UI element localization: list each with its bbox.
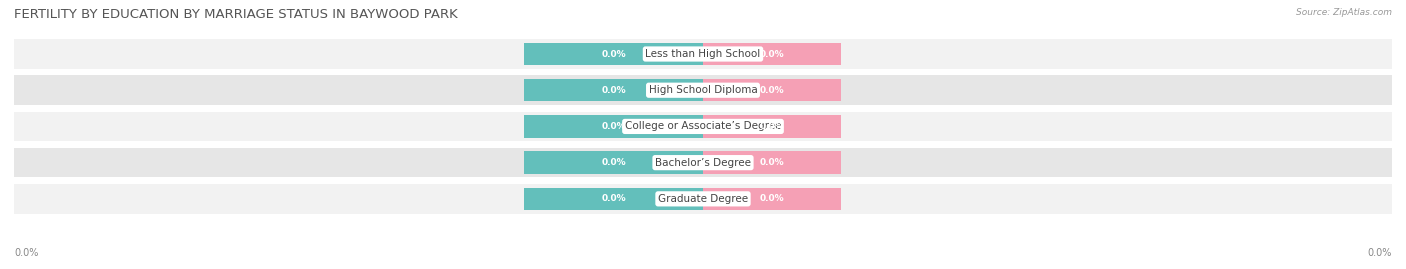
Bar <box>703 43 841 65</box>
Bar <box>524 188 703 210</box>
Text: 0.0%: 0.0% <box>759 158 785 167</box>
Bar <box>524 79 703 101</box>
Text: 0.0%: 0.0% <box>602 86 626 95</box>
Text: 0.0%: 0.0% <box>759 49 785 58</box>
Text: Less than High School: Less than High School <box>645 49 761 59</box>
Bar <box>14 148 1392 178</box>
Text: 0.0%: 0.0% <box>602 49 626 58</box>
Bar <box>524 151 703 174</box>
Bar <box>703 151 841 174</box>
Text: Graduate Degree: Graduate Degree <box>658 194 748 204</box>
Bar <box>14 184 1392 214</box>
Text: 0.0%: 0.0% <box>759 86 785 95</box>
Bar <box>524 43 703 65</box>
Text: High School Diploma: High School Diploma <box>648 85 758 95</box>
Text: 0.0%: 0.0% <box>759 194 785 203</box>
Text: FERTILITY BY EDUCATION BY MARRIAGE STATUS IN BAYWOOD PARK: FERTILITY BY EDUCATION BY MARRIAGE STATU… <box>14 8 458 21</box>
Text: 0.0%: 0.0% <box>602 158 626 167</box>
Bar <box>14 39 1392 69</box>
Bar <box>703 115 841 138</box>
Bar <box>524 115 703 138</box>
Text: 0.0%: 0.0% <box>602 122 626 131</box>
Text: Bachelor’s Degree: Bachelor’s Degree <box>655 158 751 168</box>
Text: Source: ZipAtlas.com: Source: ZipAtlas.com <box>1296 8 1392 17</box>
Bar <box>703 79 841 101</box>
Bar <box>14 112 1392 141</box>
Text: 0.0%: 0.0% <box>14 248 38 258</box>
Bar <box>703 188 841 210</box>
Text: 0.0%: 0.0% <box>602 194 626 203</box>
Text: 0.0%: 0.0% <box>1368 248 1392 258</box>
Text: College or Associate’s Degree: College or Associate’s Degree <box>624 121 782 132</box>
Text: 0.0%: 0.0% <box>759 122 785 131</box>
Bar <box>14 75 1392 105</box>
